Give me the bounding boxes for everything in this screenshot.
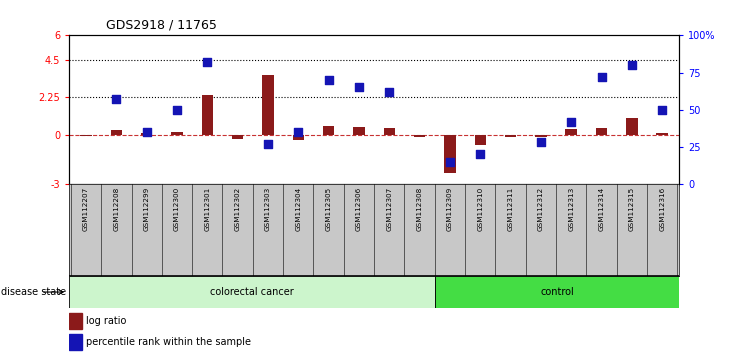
Bar bbox=[383, 128, 395, 135]
Text: GSM112207: GSM112207 bbox=[83, 187, 89, 231]
Bar bbox=[435, 276, 679, 308]
Text: GSM112303: GSM112303 bbox=[265, 187, 271, 231]
Text: log ratio: log ratio bbox=[86, 316, 126, 326]
Bar bbox=[69, 334, 82, 350]
Bar bbox=[69, 313, 82, 329]
Bar bbox=[262, 75, 274, 135]
Bar bbox=[656, 132, 668, 135]
Bar bbox=[80, 135, 92, 136]
Bar bbox=[444, 135, 456, 172]
Bar bbox=[110, 130, 122, 135]
Bar bbox=[353, 127, 365, 135]
Text: GSM112313: GSM112313 bbox=[568, 187, 575, 231]
Bar bbox=[626, 118, 638, 135]
Bar bbox=[566, 129, 577, 135]
Text: colorectal cancer: colorectal cancer bbox=[210, 287, 294, 297]
Text: GSM112300: GSM112300 bbox=[174, 187, 180, 231]
Text: control: control bbox=[540, 287, 574, 297]
Bar bbox=[505, 135, 516, 137]
Bar bbox=[596, 128, 607, 135]
Text: GSM112304: GSM112304 bbox=[296, 187, 301, 231]
Text: GSM112307: GSM112307 bbox=[386, 187, 392, 231]
Bar bbox=[141, 133, 153, 135]
Text: disease state: disease state bbox=[1, 287, 66, 297]
Text: GSM112301: GSM112301 bbox=[204, 187, 210, 231]
Text: percentile rank within the sample: percentile rank within the sample bbox=[86, 337, 251, 348]
Text: GSM112208: GSM112208 bbox=[113, 187, 120, 231]
Text: GSM112305: GSM112305 bbox=[326, 187, 331, 231]
Point bbox=[474, 152, 486, 157]
Point bbox=[535, 139, 547, 145]
Point bbox=[656, 107, 668, 113]
Text: GSM112312: GSM112312 bbox=[538, 187, 544, 231]
Point bbox=[383, 89, 395, 95]
Text: GDS2918 / 11765: GDS2918 / 11765 bbox=[106, 19, 217, 32]
Text: GSM112315: GSM112315 bbox=[629, 187, 635, 231]
Bar bbox=[69, 276, 435, 308]
Point bbox=[626, 62, 638, 68]
Bar bbox=[232, 135, 243, 139]
Point bbox=[444, 159, 456, 165]
Text: GSM112309: GSM112309 bbox=[447, 187, 453, 231]
Point bbox=[110, 97, 122, 102]
Point bbox=[566, 119, 577, 125]
Point bbox=[141, 129, 153, 135]
Point bbox=[596, 74, 607, 80]
Text: GSM112311: GSM112311 bbox=[507, 187, 514, 231]
Point bbox=[353, 85, 365, 90]
Bar bbox=[293, 135, 304, 140]
Bar bbox=[323, 126, 334, 135]
Bar bbox=[474, 135, 486, 145]
Point bbox=[293, 129, 304, 135]
Point bbox=[262, 141, 274, 147]
Bar bbox=[201, 95, 213, 135]
Text: GSM112316: GSM112316 bbox=[659, 187, 665, 231]
Point bbox=[201, 59, 213, 65]
Bar bbox=[535, 135, 547, 137]
Point bbox=[171, 107, 182, 113]
Text: GSM112308: GSM112308 bbox=[417, 187, 423, 231]
Text: GSM112314: GSM112314 bbox=[599, 187, 604, 231]
Text: GSM112306: GSM112306 bbox=[356, 187, 362, 231]
Text: GSM112299: GSM112299 bbox=[144, 187, 150, 231]
Text: GSM112310: GSM112310 bbox=[477, 187, 483, 231]
Text: GSM112302: GSM112302 bbox=[234, 187, 241, 231]
Bar bbox=[414, 135, 426, 137]
Point bbox=[323, 77, 334, 83]
Bar bbox=[172, 132, 182, 135]
